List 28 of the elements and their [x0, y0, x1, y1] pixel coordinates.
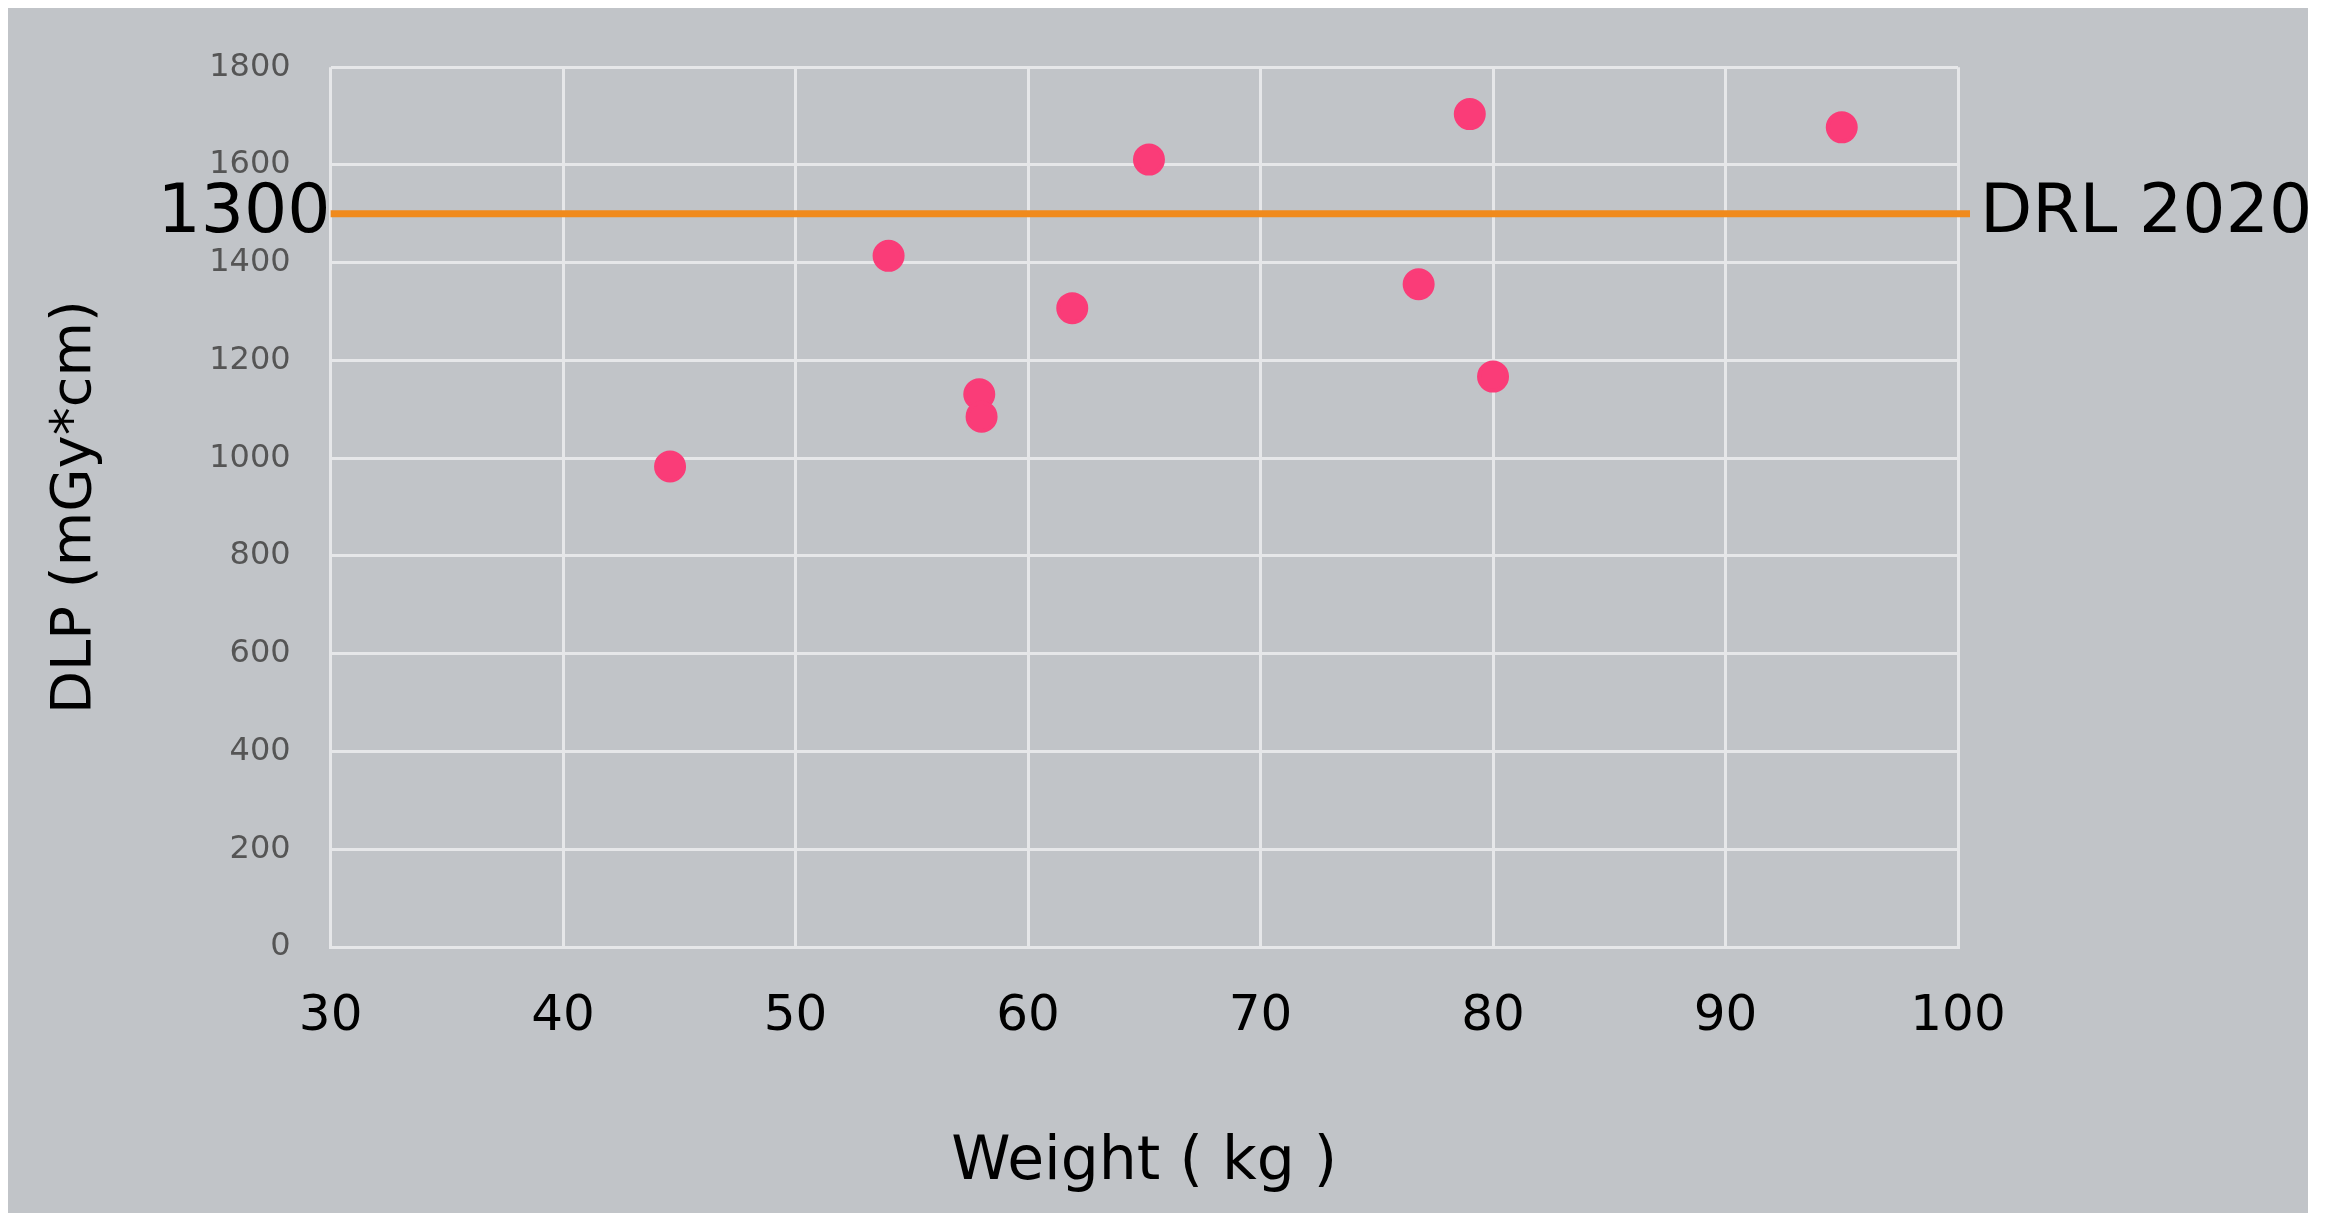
- point: [654, 450, 687, 483]
- y-axis-title: DLP (mGy*cm): [38, 300, 104, 715]
- x-tick-label: 60: [996, 983, 1060, 1042]
- x-tick-label: 80: [1461, 983, 1525, 1042]
- y-tick-label: 1800: [209, 45, 291, 84]
- x-axis-title: Weight ( kg ): [951, 1122, 1338, 1193]
- y-tick-label: 800: [229, 534, 291, 573]
- x-tick-label: 50: [763, 983, 828, 1042]
- point: [1056, 292, 1089, 325]
- point: [1453, 98, 1486, 131]
- point: [872, 239, 905, 272]
- y-tick-label: 0: [270, 925, 291, 964]
- y-tick-label: 400: [229, 729, 291, 768]
- x-tick-label: 100: [1910, 983, 2006, 1042]
- point: [1402, 268, 1435, 301]
- y-tick-label: 200: [229, 827, 291, 866]
- x-tick-label: 30: [298, 983, 363, 1042]
- ref-line-label: DRL 2020: [1980, 168, 2313, 248]
- y-tick-label: 1000: [209, 436, 291, 475]
- y-tick-label: 1200: [209, 338, 291, 377]
- y-tick-label: 1400: [209, 241, 291, 280]
- point: [1825, 111, 1858, 144]
- x-tick-label: 40: [531, 983, 595, 1042]
- x-tick-label: 70: [1228, 983, 1293, 1042]
- x-tick-label: 90: [1693, 983, 1758, 1042]
- point: [1132, 143, 1165, 176]
- point: [1477, 360, 1510, 393]
- y-tick-label: 600: [229, 632, 291, 671]
